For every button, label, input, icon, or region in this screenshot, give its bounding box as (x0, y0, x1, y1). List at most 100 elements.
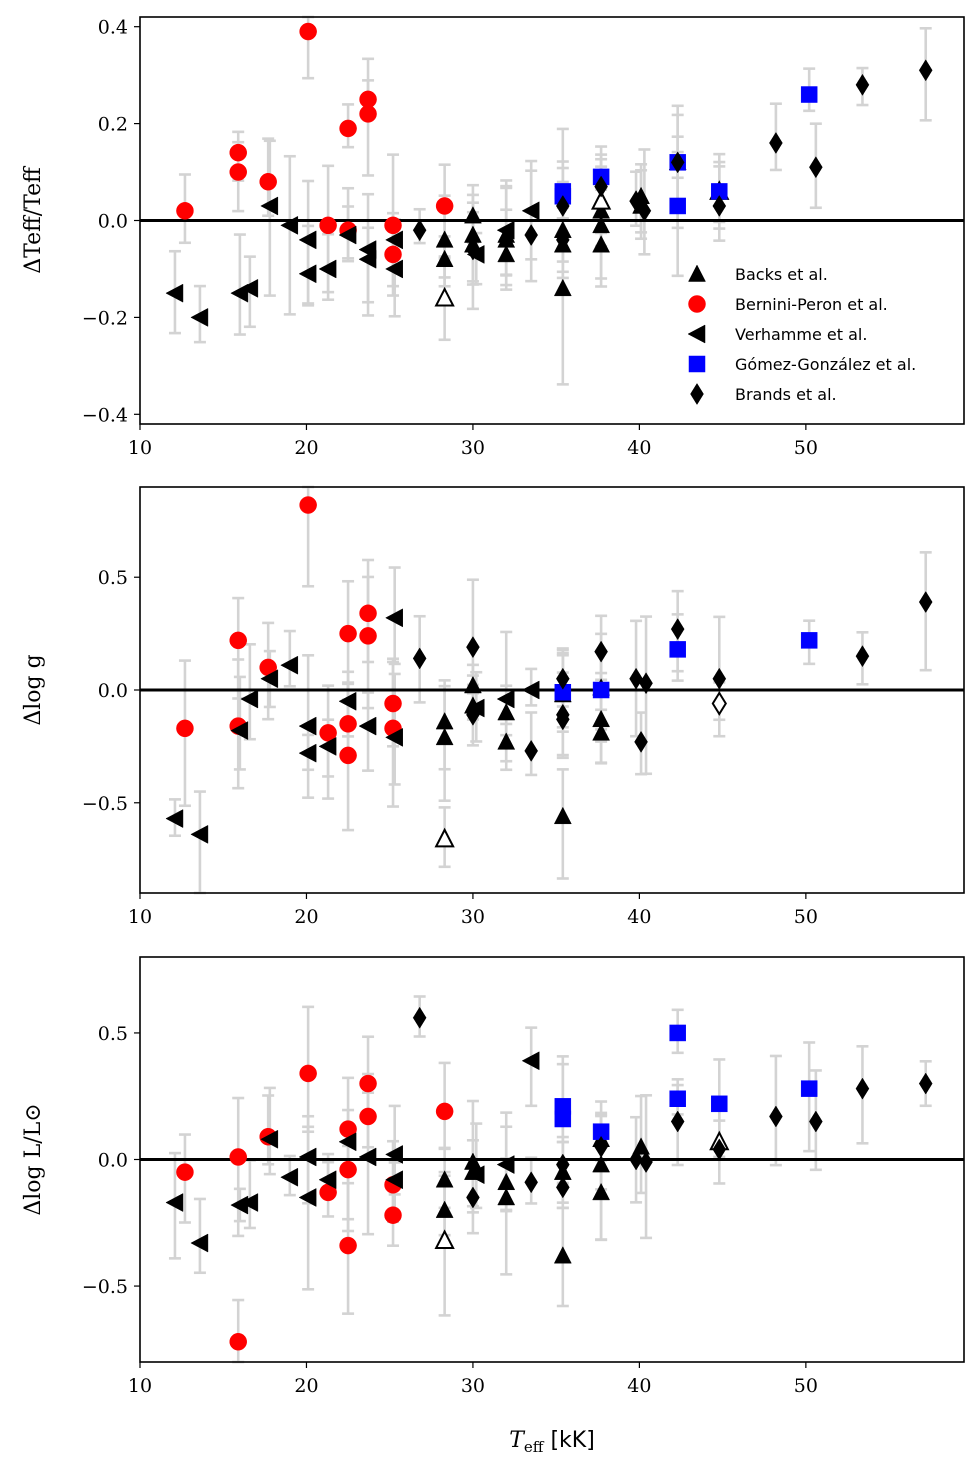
data-point (385, 608, 403, 628)
data-point (497, 703, 516, 721)
legend-marker-bernini (688, 295, 706, 313)
data-point (629, 1148, 643, 1171)
series-brands-et-al (412, 1006, 933, 1209)
data-point (524, 1171, 538, 1194)
data-point (339, 624, 357, 643)
y-tick-label: 0.5 (98, 567, 128, 589)
data-point (800, 632, 818, 649)
data-point (359, 627, 377, 645)
data-point (190, 1233, 209, 1253)
y-tick-label: −0.5 (82, 793, 128, 815)
data-point (298, 743, 317, 763)
y-tick-label: 0.0 (98, 211, 128, 233)
data-point (464, 206, 482, 224)
data-point (556, 1153, 570, 1176)
data-point (466, 636, 480, 659)
data-point (594, 1135, 608, 1158)
data-point (240, 278, 259, 298)
data-point (918, 59, 933, 82)
data-point (524, 224, 538, 247)
data-point (385, 1170, 403, 1190)
data-point (338, 1132, 357, 1152)
data-point (359, 1074, 377, 1093)
data-point (298, 1188, 317, 1207)
y-tick-label: −0.2 (82, 307, 128, 329)
series-brands-et-al (412, 59, 933, 261)
data-point (553, 278, 572, 297)
data-point (466, 1186, 480, 1209)
x-tick-label: 40 (627, 906, 651, 928)
series-brands-et-al (412, 591, 933, 762)
data-point (800, 86, 818, 103)
data-point (298, 230, 317, 250)
legend-marker-backs (688, 264, 706, 282)
data-point (165, 809, 184, 828)
data-point (800, 1080, 818, 1097)
data-point (318, 259, 337, 279)
data-point (594, 640, 608, 663)
x-tick-label: 10 (128, 1375, 152, 1397)
data-point (670, 1110, 685, 1133)
y-tick-label: 0.0 (98, 680, 128, 702)
y-tick-label: −0.5 (82, 1276, 128, 1298)
legend-marker-verhamme (687, 324, 706, 344)
data-point (592, 723, 611, 741)
data-point (229, 143, 247, 162)
data-point (594, 175, 608, 198)
data-point (176, 202, 194, 220)
data-point (435, 727, 454, 746)
data-point (338, 691, 357, 711)
data-point (629, 667, 643, 690)
x-tick-label: 50 (794, 906, 818, 928)
data-point (435, 1170, 454, 1188)
data-point (855, 1077, 870, 1100)
data-point (280, 655, 299, 675)
data-point (639, 1151, 653, 1174)
x-axis-label-unit: [kK] (543, 1428, 594, 1453)
data-point (229, 1148, 247, 1166)
data-point (435, 197, 454, 215)
x-tick-label: 20 (294, 906, 318, 928)
x-tick-label: 40 (627, 1375, 651, 1397)
data-point (339, 1160, 357, 1179)
series-backs-et-al (434, 1129, 730, 1264)
x-tick-label: 20 (294, 437, 318, 459)
series-g-mez-gonz-lez-et-al (554, 632, 818, 701)
data-point (466, 238, 480, 261)
data-point (592, 215, 611, 234)
y-axis-label: Δlog L/L⊙ (21, 1103, 46, 1215)
series-verhamme-et-al (165, 608, 540, 844)
data-point (319, 216, 337, 235)
x-tick-label: 10 (128, 437, 152, 459)
y-tick-label: 0.2 (98, 114, 128, 136)
y-tick-label: 0.4 (98, 17, 128, 39)
data-point (412, 647, 427, 670)
data-point (521, 1051, 540, 1071)
data-point (496, 1155, 515, 1174)
data-point (318, 1170, 337, 1190)
data-point (497, 1187, 516, 1206)
x-axis-label: Teff [kK] (509, 1428, 595, 1456)
data-point (435, 230, 454, 248)
data-point (260, 196, 279, 216)
data-point (298, 264, 317, 284)
data-point (592, 681, 610, 699)
x-tick-label: 30 (461, 906, 485, 928)
data-point (712, 667, 727, 690)
data-point (592, 1155, 611, 1173)
data-point (280, 215, 299, 235)
data-point (359, 604, 377, 623)
x-tick-label: 30 (461, 1375, 485, 1397)
data-point (229, 163, 247, 181)
legend-label-gomez: Gómez-González et al. (735, 355, 916, 374)
data-point (592, 1182, 611, 1201)
data-point (855, 73, 870, 96)
data-point (639, 672, 653, 695)
data-point (466, 1165, 485, 1185)
data-point (669, 1090, 686, 1107)
data-point (466, 703, 480, 726)
data-point (711, 1095, 728, 1113)
data-point (385, 259, 403, 279)
series-verhamme-et-al (165, 1051, 540, 1253)
